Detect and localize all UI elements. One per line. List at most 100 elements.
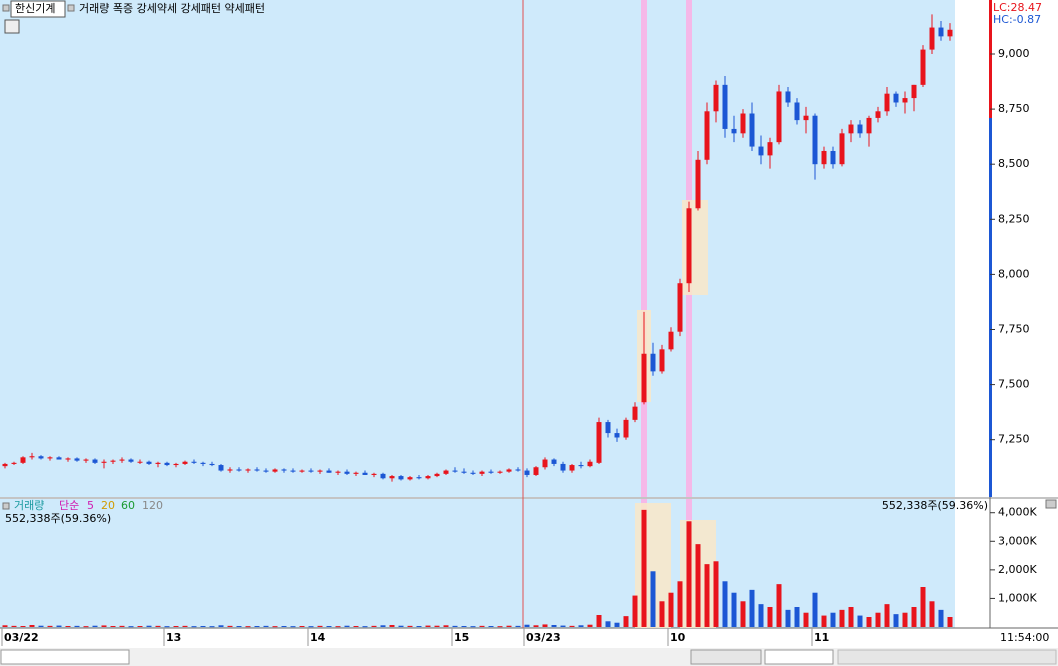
volume-bar (2, 625, 8, 627)
candle-body (182, 461, 188, 464)
y-tick-label: 9,000 (998, 47, 1030, 60)
volume-bar (659, 601, 665, 627)
candle-body (281, 469, 287, 471)
volume-bar (200, 626, 206, 627)
candle-body (560, 463, 566, 471)
grid-icon[interactable] (4, 19, 20, 34)
candle-body (443, 470, 449, 474)
icon (2, 502, 10, 510)
candle-body (209, 463, 215, 466)
candle-body (614, 433, 620, 438)
volume-bar (866, 617, 872, 627)
volume-bar (920, 587, 926, 627)
candle-body (128, 459, 134, 462)
candle-body (272, 469, 278, 472)
candle-body (92, 459, 98, 463)
candle-body (290, 470, 296, 472)
candle-body (317, 470, 323, 472)
candle-body (101, 461, 107, 463)
tool-buttons[interactable] (837, 649, 1057, 665)
zoom-slider[interactable] (764, 649, 834, 665)
volume-bar (803, 612, 809, 627)
volume-bar (362, 626, 368, 628)
candle-body (506, 469, 512, 472)
candle-body (47, 457, 53, 459)
candle-body (2, 463, 8, 467)
candle-body (767, 142, 773, 156)
volume-bar (290, 626, 296, 628)
candle-body (218, 465, 224, 471)
y-tick-label: 7,250 (998, 433, 1030, 446)
volume-bar (146, 625, 152, 627)
playback-controls[interactable] (690, 649, 762, 665)
volume-bar (371, 625, 377, 627)
volume-bar (443, 625, 449, 627)
volume-bar (515, 625, 521, 627)
candle-body (425, 476, 431, 479)
volume-bar (839, 609, 845, 627)
volume-bar (587, 624, 593, 627)
candle-body (38, 456, 44, 459)
volume-bar (740, 601, 746, 627)
volume-bar (506, 625, 512, 627)
y-tick-label: 3,000K (998, 534, 1037, 547)
candle-body (416, 477, 422, 479)
volume-bar (785, 609, 791, 627)
candle-body (686, 208, 692, 284)
candle-body (632, 406, 638, 420)
candle-body (191, 461, 197, 463)
stock-name[interactable]: 한신기계 (15, 2, 55, 15)
volume-bar (380, 625, 386, 627)
lc-bar (989, 0, 992, 118)
volume-bar (155, 625, 161, 627)
y-tick-label: 8,000 (998, 267, 1030, 280)
candle-body (164, 462, 170, 466)
icon (67, 4, 75, 12)
volume-bar (434, 625, 440, 627)
volume-bar (875, 612, 881, 627)
y-tick-label: 8,500 (998, 157, 1030, 170)
candle-body (371, 473, 377, 475)
volume-bar (326, 626, 332, 627)
volume-panel (0, 499, 955, 628)
volume-bar (182, 625, 188, 627)
candle-body (596, 422, 602, 463)
volume-bar (749, 589, 755, 627)
candle-body (884, 93, 890, 112)
candle-body (389, 476, 395, 479)
volume-text: 552,338주(59.36%) (5, 512, 111, 525)
volume-bar (407, 625, 413, 627)
legend-ma20: 20 (101, 499, 115, 512)
legend-ma-type: 단순 (59, 499, 79, 512)
candle-body (83, 459, 89, 461)
volume-bar (848, 607, 854, 627)
stock-box[interactable] (10, 0, 66, 18)
volume-bar (830, 612, 836, 627)
volume-bar (128, 626, 134, 628)
volume-bar (695, 544, 701, 627)
volume-bar (461, 626, 467, 627)
candle-body (902, 98, 908, 103)
candle-body (839, 133, 845, 165)
candle-body (488, 471, 494, 473)
candle-body (920, 49, 926, 85)
candle-body (236, 469, 242, 471)
candle-body (11, 462, 17, 464)
candle-body (263, 470, 269, 472)
scrollbar[interactable] (0, 649, 130, 665)
lc-label: LC:28.47 (993, 1, 1042, 14)
candle-body (227, 469, 233, 471)
x-tick-label: 14 (310, 631, 326, 644)
y-tick-label: 7,500 (998, 378, 1030, 391)
volume-bar (344, 625, 350, 627)
candle-body (155, 462, 161, 464)
volume-bar (569, 625, 575, 627)
y-tick-label: 1,000K (998, 591, 1037, 604)
candle-body (893, 93, 899, 103)
volume-bar (821, 615, 827, 627)
volume-bar (164, 626, 170, 628)
candle-body (533, 467, 539, 475)
x-tick-label: 13 (166, 631, 181, 644)
candle-body (326, 470, 332, 473)
